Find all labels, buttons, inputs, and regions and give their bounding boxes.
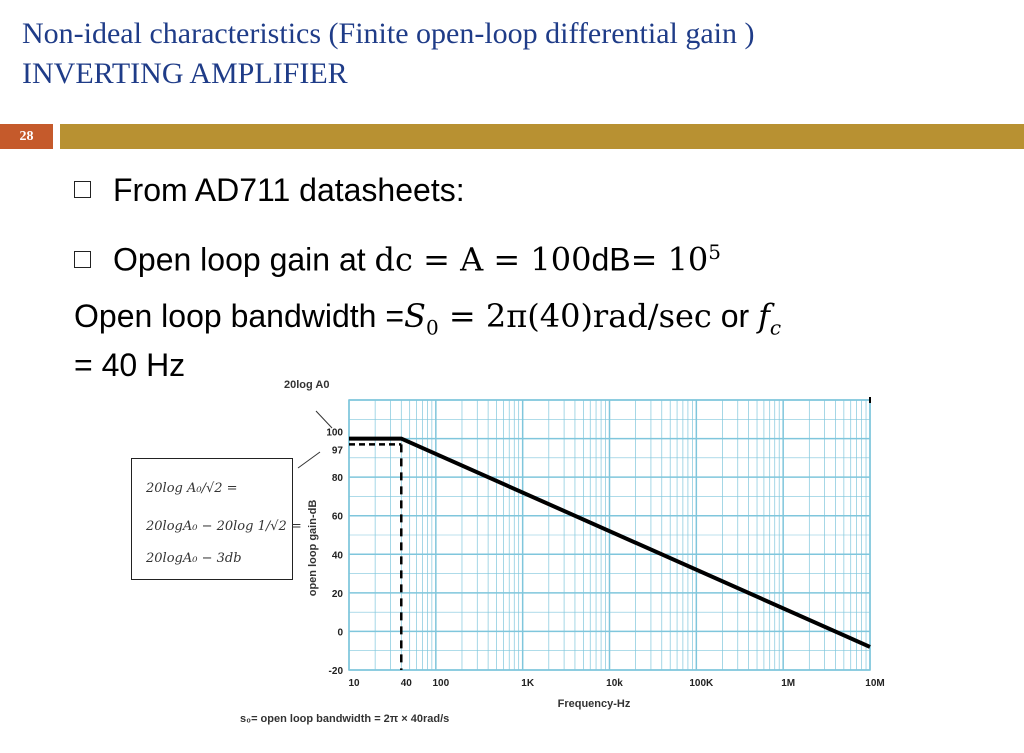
y-tick-label: 60 — [332, 512, 344, 523]
formula-line-1: 20log A₀/√2 = — [146, 481, 238, 496]
x-tick-label: 1M — [781, 678, 795, 689]
square-bullet-icon — [74, 250, 91, 268]
x-tick-label: 100K — [689, 678, 714, 689]
formula-box: 20log A₀/√2 = 20logA₀ − 20log 1/√2 = 20l… — [131, 458, 302, 580]
x-tick-label: 100 — [432, 678, 449, 689]
x-axis-label: Frequency-Hz — [558, 698, 631, 710]
slide-number: 28 — [0, 124, 53, 149]
bandwidth-or: or — [711, 298, 759, 334]
formula-line-2: 20logA₀ − 20log 1/√2 = — [146, 519, 302, 534]
x-tick-label: 40 — [401, 678, 413, 689]
chart-marks — [349, 436, 871, 670]
chart-grid — [348, 399, 871, 671]
title-line-1: Non-ideal characteristics (Finite open-l… — [22, 17, 755, 50]
x-tick-label: 10M — [865, 678, 884, 689]
y-tick-label: 97 — [332, 445, 344, 456]
bandwidth-line-2: = 40 Hz — [74, 347, 186, 383]
bandwidth-annotation: s₀= open loop bandwidth = 2π × 40rad/s — [240, 713, 449, 725]
bandwidth-fc: f — [758, 297, 770, 335]
chart-labels: 10 40 100 1K 10k 100K 1M 10M -20 0 20 40 60 80 97 100 20… — [240, 379, 885, 725]
bullet-1-text: From AD711 datasheets: — [113, 172, 465, 208]
bandwidth-text: Open loop bandwidth = — [74, 298, 405, 334]
x-tick-label: 1K — [521, 678, 535, 689]
y-tick-label: 100 — [326, 428, 343, 439]
y-tick-label: -20 — [329, 666, 344, 677]
formula-line-3: 20logA₀ − 3db — [146, 551, 242, 566]
bullet-2: Open loop gain at dc = A = 100dB= 105 — [70, 232, 721, 280]
bullet-2-exp: 5 — [708, 240, 722, 264]
title-line-2: INVERTING AMPLIFIER — [22, 57, 348, 90]
gain-curve — [349, 436, 871, 649]
bandwidth-sub: 0 — [425, 315, 439, 340]
y-tick-label: 80 — [332, 473, 344, 484]
bandwidth-value: = 2π(40)rad/sec — [438, 297, 712, 335]
y-tick-label: 40 — [332, 550, 344, 561]
bandwidth-symbol: S — [404, 297, 426, 335]
bullet-2-math: dc = A = 100 — [374, 240, 592, 279]
y-axis-label: open loop gain-dB — [307, 500, 319, 597]
bullet-1: From AD711 datasheets: — [70, 170, 465, 210]
square-bullet-icon — [74, 181, 91, 199]
bullet-2-text: Open loop gain at — [113, 241, 375, 278]
title-rule — [60, 124, 1024, 149]
bullet-2-math2: = 10 — [630, 240, 709, 279]
y-tick-label: 20 — [332, 589, 344, 600]
x-tick-label: 10 — [348, 678, 360, 689]
chart-title: 20log A0 — [284, 379, 329, 391]
bullet-2-unit: dB — [591, 241, 631, 278]
title-arrow — [315, 410, 333, 429]
slide-title: Non-ideal characteristics (Finite open-l… — [22, 14, 755, 94]
x-tick-label: 10k — [606, 678, 623, 689]
y-tick-label: 0 — [337, 627, 343, 638]
bandwidth-fc-sub: c — [769, 315, 782, 340]
formula-arrow — [297, 451, 321, 469]
bandwidth-line: Open loop bandwidth =S0 = 2π(40)rad/sec … — [74, 296, 781, 347]
